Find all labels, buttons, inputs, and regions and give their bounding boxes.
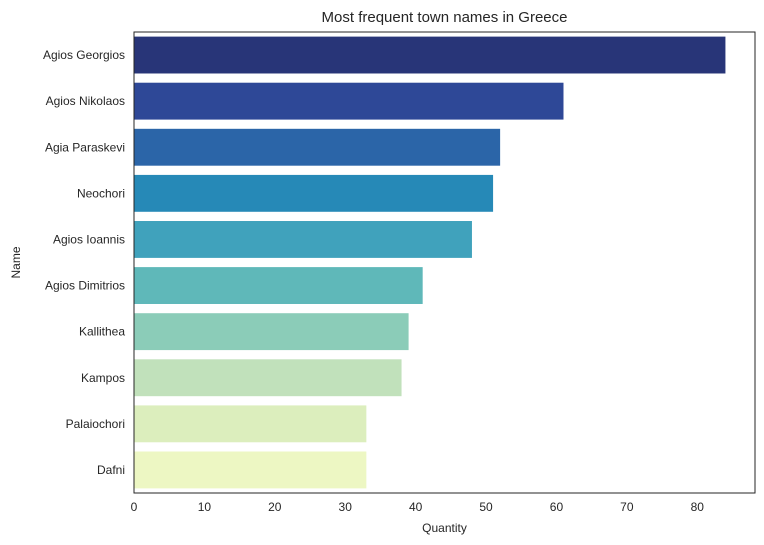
y-tick-label: Agios Nikolaos (46, 94, 125, 108)
x-tick-label: 60 (550, 500, 564, 514)
bar-dafni (134, 451, 367, 489)
y-axis-label: Name (9, 246, 23, 278)
y-tick-label: Neochori (77, 186, 125, 200)
bars-group (134, 36, 726, 489)
y-tick-label: Agia Paraskevi (45, 140, 125, 154)
y-tick-labels: Agios Georgios Agios Nikolaos Agia Paraske… (43, 48, 125, 477)
y-tick-label: Agios Dimitrios (45, 279, 125, 293)
x-tick-label: 30 (339, 500, 353, 514)
bar-agios-nikolaos (134, 82, 564, 120)
chart-title: Most frequent town names in Greece (322, 9, 568, 26)
x-axis-label: Quantity (422, 521, 467, 535)
y-tick-label: Kampos (81, 371, 125, 385)
bar-agios-georgios (134, 36, 726, 74)
bar-kallithea (134, 313, 409, 351)
y-tick-label: Dafni (97, 463, 125, 477)
y-tick-label: Agios Ioannis (53, 232, 125, 246)
x-tick-label: 80 (691, 500, 705, 514)
x-tick-label: 70 (620, 500, 634, 514)
x-ticks: 0 10 20 30 40 50 60 70 80 (131, 500, 705, 514)
y-tick-label: Kallithea (79, 325, 125, 339)
x-tick-label: 20 (268, 500, 282, 514)
x-tick-label: 10 (198, 500, 212, 514)
y-tick-label: Agios Georgios (43, 48, 125, 62)
x-tick-label: 50 (479, 500, 493, 514)
y-tick-label: Palaiochori (66, 417, 125, 431)
x-tick-label: 40 (409, 500, 423, 514)
bar-agios-dimitrios (134, 267, 423, 304)
x-tick-label: 0 (131, 500, 138, 514)
bar-palaiochori (134, 405, 367, 443)
plot-frame (133, 31, 756, 494)
bar-neochori (134, 174, 494, 212)
bar-agios-ioannis (134, 221, 472, 258)
bar-agia-paraskevi (134, 128, 501, 166)
bar-kampos (134, 359, 402, 397)
